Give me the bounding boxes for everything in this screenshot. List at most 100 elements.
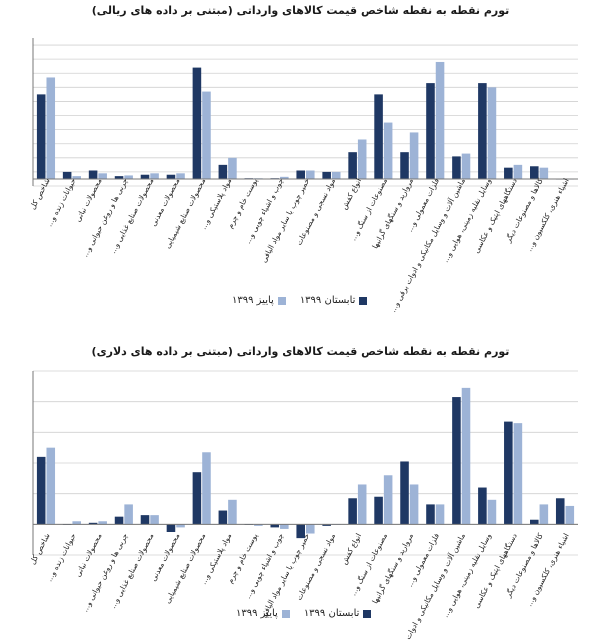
bar-autumn bbox=[487, 87, 497, 179]
bar-autumn bbox=[513, 423, 523, 525]
bar-autumn bbox=[409, 484, 419, 525]
bar-autumn bbox=[565, 505, 575, 525]
bar-summer bbox=[140, 515, 150, 525]
bar-autumn bbox=[513, 164, 523, 179]
bar-autumn bbox=[487, 499, 497, 525]
legend-label-autumn: پاییز ۱۳۹۹ bbox=[236, 608, 278, 619]
bar-summer bbox=[296, 170, 305, 179]
bar-summer bbox=[88, 170, 98, 179]
x-tick-label: خمیر چوب یا سایر مواد الیافی bbox=[259, 176, 311, 264]
bar-summer bbox=[555, 498, 565, 525]
bar-autumn bbox=[98, 521, 107, 525]
bar-autumn bbox=[124, 504, 133, 525]
bar-autumn bbox=[435, 61, 445, 179]
chart-dollar: تورم نقطه به نقطه شاخص قیمت کالاهای وارد… bbox=[0, 325, 601, 640]
bar-autumn bbox=[150, 515, 159, 525]
bar-autumn bbox=[383, 122, 393, 179]
x-tick-label: محصولات نباتی bbox=[73, 177, 103, 224]
bar-summer bbox=[452, 156, 461, 179]
chart-title: تورم نقطه به نقطه شاخص قیمت کالاهای وارد… bbox=[91, 4, 510, 17]
bar-summer bbox=[322, 524, 331, 526]
bar-autumn bbox=[202, 452, 211, 525]
bar-autumn bbox=[435, 504, 445, 525]
legend-swatch-autumn bbox=[281, 609, 290, 618]
x-tick-label: شاخص کل bbox=[28, 532, 52, 566]
bar-summer bbox=[270, 524, 280, 528]
bar-summer bbox=[374, 94, 383, 179]
bar-autumn bbox=[228, 157, 237, 179]
bar-summer bbox=[348, 498, 357, 525]
x-tick-label: خمیر چوب یا سایر مواد الیافی bbox=[259, 531, 311, 619]
x-tick-label: وسایل نقلیه زمینی، هوایی و... bbox=[441, 531, 493, 619]
bar-summer bbox=[400, 152, 409, 179]
x-tick-label: وسایل نقلیه زمینی، هوایی و... bbox=[441, 176, 493, 264]
chart-rial: تورم نقطه به نقطه شاخص قیمت کالاهای وارد… bbox=[28, 4, 578, 314]
legend-item-summer: تابستان ۱۳۹۹ bbox=[300, 295, 368, 306]
legend-label-summer: تابستان ۱۳۹۹ bbox=[303, 608, 360, 619]
legend-label-autumn: پاییز ۱۳۹۹ bbox=[232, 295, 274, 306]
chart-legend: تابستان ۱۳۹۹ پاییز ۱۳۹۹ bbox=[236, 608, 372, 619]
x-tick-label: چربی ها و روغن حیوانی و... bbox=[80, 176, 129, 258]
bar-summer bbox=[192, 472, 202, 525]
bar-summer bbox=[504, 167, 513, 179]
bar-summer bbox=[166, 524, 176, 532]
bar-autumn bbox=[98, 173, 107, 179]
bar-autumn bbox=[383, 475, 393, 525]
bar-summer bbox=[88, 522, 98, 525]
bar-autumn bbox=[280, 524, 289, 529]
bar-summer bbox=[504, 421, 513, 525]
bar-autumn bbox=[357, 484, 367, 525]
bar-summer bbox=[530, 166, 539, 179]
bar-summer bbox=[478, 487, 487, 525]
bar-autumn bbox=[539, 167, 549, 179]
legend-item-autumn: پاییز ۱۳۹۹ bbox=[232, 295, 286, 306]
x-tick-label: چربی ها و روغن حیوانی و... bbox=[80, 531, 129, 613]
x-tick-label: شاخص کل bbox=[28, 177, 52, 211]
bar-autumn bbox=[254, 524, 263, 526]
bar-autumn bbox=[331, 171, 341, 179]
bar-summer bbox=[218, 164, 228, 179]
legend-swatch-autumn bbox=[277, 296, 286, 305]
bar-autumn bbox=[280, 176, 289, 179]
bar-autumn bbox=[202, 91, 211, 179]
bar-autumn bbox=[228, 499, 237, 525]
bar-summer bbox=[192, 67, 202, 179]
chart-title: تورم نقطه به نقطه شاخص قیمت کالاهای وارد… bbox=[91, 345, 510, 358]
bar-autumn bbox=[150, 173, 159, 179]
bar-autumn bbox=[176, 524, 185, 528]
bar-autumn bbox=[306, 524, 315, 534]
legend-swatch-summer bbox=[363, 609, 372, 618]
bar-autumn bbox=[539, 504, 549, 525]
x-tick-label: انواع کفش bbox=[339, 177, 363, 211]
bar-summer bbox=[530, 519, 539, 525]
bar-autumn bbox=[176, 173, 185, 179]
bar-summer bbox=[114, 176, 124, 179]
chart-legend: تابستان ۱۳۹۹ پاییز ۱۳۹۹ bbox=[232, 295, 368, 306]
bar-autumn bbox=[46, 77, 56, 179]
bar-autumn bbox=[306, 170, 315, 179]
bar-summer bbox=[426, 83, 435, 179]
bar-autumn bbox=[46, 447, 56, 525]
bar-autumn bbox=[124, 175, 133, 179]
bar-summer bbox=[426, 504, 435, 525]
bar-autumn bbox=[357, 139, 367, 179]
bar-summer bbox=[400, 461, 409, 525]
bar-autumn bbox=[72, 176, 81, 179]
legend-item-autumn: پاییز ۱۳۹۹ bbox=[236, 608, 290, 619]
bar-summer bbox=[36, 94, 46, 179]
bar-autumn bbox=[461, 387, 471, 525]
legend-item-summer: تابستان ۱۳۹۹ bbox=[304, 608, 372, 619]
bar-summer bbox=[296, 524, 305, 539]
legend-label-summer: تابستان ۱۳۹۹ bbox=[299, 295, 356, 306]
bar-summer bbox=[374, 496, 383, 525]
bar-summer bbox=[452, 397, 461, 525]
bar-autumn bbox=[72, 521, 81, 525]
bar-summer bbox=[478, 83, 487, 179]
legend-swatch-summer bbox=[359, 296, 368, 305]
bar-autumn bbox=[461, 153, 471, 179]
bar-summer bbox=[114, 516, 124, 525]
bar-summer bbox=[348, 152, 357, 179]
bar-summer bbox=[166, 174, 176, 179]
